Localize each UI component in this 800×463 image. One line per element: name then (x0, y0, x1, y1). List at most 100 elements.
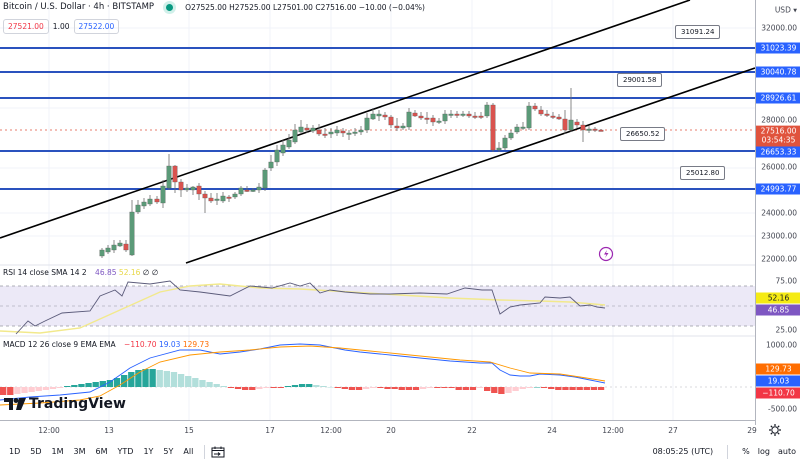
last-price-tag: 27516.00 03:54:35 (756, 125, 800, 147)
logo-text: TradingView (29, 396, 126, 412)
range-selector: 1D 5D 1M 3M 6M YTD 1Y 5Y All (0, 444, 225, 459)
range-1m[interactable]: 1M (51, 447, 64, 456)
trend-channel (0, 0, 755, 264)
signal-line (0, 345, 606, 406)
price-tick: 32000.00 (761, 23, 797, 33)
rsi-title: RSI 14 close SMA 14 2 (3, 268, 87, 277)
range-6m[interactable]: 6M (95, 447, 108, 456)
price-tick: 28000.00 (761, 115, 797, 125)
time-label: 15 (184, 426, 194, 435)
macd-line (0, 343, 606, 401)
macd-hist-value: −110.70 (124, 340, 157, 349)
macd-tag: 19.03 (756, 375, 800, 387)
macd-signal-value: 129.73 (182, 340, 210, 349)
level-tag: 30040.78 (756, 66, 800, 78)
price-callout[interactable]: 25012.80 (680, 166, 726, 180)
rsi-value: 46.85 (95, 268, 117, 277)
last-price: 27516.00 (760, 126, 797, 136)
tradingview-logo-icon (4, 398, 26, 410)
time-label: 12:00 (320, 426, 342, 435)
utc-clock[interactable]: 08:05:25 (UTC) (652, 447, 714, 456)
macd-hist-tag: −110.70 (756, 387, 800, 399)
change-value: −10.00 (−0.04%) (358, 2, 425, 12)
time-label: 13 (104, 426, 114, 435)
low-value: L27501.00 (272, 2, 313, 12)
settings-gear-icon[interactable] (768, 423, 782, 437)
buy-button[interactable]: 27522.00 (73, 19, 120, 34)
macd-tick: 1000.00 (765, 340, 797, 350)
level-tag: 31023.39 (756, 42, 800, 54)
time-label: 20 (386, 426, 396, 435)
time-label: 29 (747, 426, 757, 435)
rsi-tick: 75.00 (775, 276, 797, 286)
price-callout[interactable]: 26650.52 (620, 127, 666, 141)
time-axis[interactable]: 12:00 13 15 17 12:00 20 22 24 12:00 27 2… (0, 420, 757, 440)
chart-canvas[interactable] (0, 0, 755, 425)
time-label: 27 (668, 426, 678, 435)
close-value: C27516.00 (315, 2, 357, 12)
price-callout[interactable]: 31091.24 (675, 25, 721, 39)
time-label: 17 (265, 426, 275, 435)
candlesticks (99, 88, 604, 258)
time-label: 24 (547, 426, 557, 435)
rsi-band (0, 286, 755, 326)
market-status-icon (166, 3, 174, 11)
range-all[interactable]: All (183, 447, 194, 456)
rsi-line (15, 280, 606, 335)
rsi-sma-value: 52.16 (118, 268, 141, 277)
open-value: O27525.00 (185, 2, 227, 12)
price-tick: 24000.00 (761, 208, 797, 218)
range-1y[interactable]: 1Y (143, 447, 154, 456)
time-label: 12:00 (602, 426, 624, 435)
sell-button[interactable]: 27521.00 (3, 19, 49, 34)
price-tick: 26000.00 (761, 162, 797, 172)
price-tick: 23000.00 (761, 231, 797, 241)
rsi-tag: 46.85 (756, 304, 800, 316)
range-5y[interactable]: 5Y (163, 447, 174, 456)
macd-signal-tag: 129.73 (756, 363, 800, 375)
macd-tick: -500.00 (768, 404, 797, 414)
price-tick: 22000.00 (761, 254, 797, 264)
price-callout[interactable]: 29001.58 (617, 73, 663, 87)
level-tag: 26653.33 (756, 146, 800, 158)
rsi-tick: 25.00 (775, 325, 797, 335)
auto-toggle[interactable]: auto (777, 447, 796, 456)
level-tag: 24993.77 (756, 183, 800, 195)
macd-legend[interactable]: MACD 12 26 close 9 EMA EMA −110.70 19.03… (3, 340, 209, 349)
time-label: 12:00 (38, 426, 60, 435)
divider (727, 444, 729, 459)
price-axis[interactable]: USD ▾ 32000.00 31023.39 30040.78 28926.6… (755, 0, 800, 425)
bid-ask-panel: 27521.00 1.00 27522.00 (3, 19, 120, 34)
percent-toggle[interactable]: % (742, 447, 750, 456)
lightning-alert-icon (598, 246, 614, 262)
time-label: 22 (467, 426, 477, 435)
tradingview-logo[interactable]: TradingView (4, 396, 126, 412)
rsi-extra-1: ∅ (142, 268, 150, 277)
symbol-title[interactable]: Bitcoin / U.S. Dollar · 4h · BITSTAMP (3, 2, 155, 12)
symbol-legend[interactable]: Bitcoin / U.S. Dollar · 4h · BITSTAMP O2… (3, 2, 425, 12)
range-3m[interactable]: 3M (73, 447, 86, 456)
range-ytd[interactable]: YTD (117, 447, 134, 456)
range-5d[interactable]: 5D (30, 447, 42, 456)
macd-histogram (0, 369, 605, 395)
right-tools: 08:05:25 (UTC) % log auto (653, 440, 796, 463)
spread-value: 1.00 (52, 22, 70, 31)
go-to-date-icon[interactable] (211, 446, 225, 458)
support-resistance-lines (0, 47, 755, 190)
bottom-toolbar: 1D 5D 1M 3M 6M YTD 1Y 5Y All 08:05:25 (U… (0, 440, 800, 463)
rsi-legend[interactable]: RSI 14 close SMA 14 2 46.85 52.16 ∅ ∅ (3, 268, 158, 277)
ohlc-values: O27525.00 H27525.00 L27501.00 C27516.00 … (185, 3, 425, 12)
bar-countdown: 03:54:35 (761, 136, 796, 145)
log-toggle[interactable]: log (757, 447, 770, 456)
range-1d[interactable]: 1D (9, 447, 21, 456)
divider (204, 444, 206, 459)
rsi-extra-2: ∅ (151, 268, 159, 277)
rsi-sma-tag: 52.16 (756, 292, 800, 304)
macd-value: 19.03 (158, 340, 181, 349)
level-tag: 28926.61 (756, 92, 800, 104)
currency-selector[interactable]: USD ▾ (774, 5, 797, 15)
macd-title: MACD 12 26 close 9 EMA EMA (3, 340, 116, 349)
high-value: H27525.00 (229, 2, 271, 12)
rsi-sma-line (0, 283, 606, 334)
chart-area[interactable]: Bitcoin / U.S. Dollar · 4h · BITSTAMP O2… (0, 0, 757, 435)
